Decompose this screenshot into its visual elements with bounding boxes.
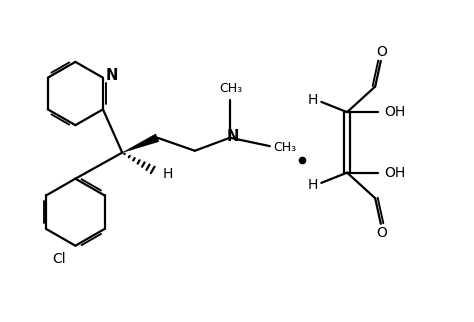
Text: CH₃: CH₃ — [219, 82, 242, 95]
Text: Cl: Cl — [52, 252, 66, 266]
Text: O: O — [376, 226, 387, 240]
Text: H: H — [308, 178, 318, 192]
Text: H: H — [308, 92, 318, 107]
Text: CH₃: CH₃ — [273, 141, 297, 155]
Text: N: N — [226, 129, 238, 144]
Text: OH: OH — [385, 166, 406, 180]
Text: H: H — [163, 166, 173, 181]
Polygon shape — [122, 134, 159, 153]
Text: OH: OH — [385, 105, 406, 119]
Text: N: N — [105, 68, 118, 83]
Text: O: O — [376, 45, 387, 59]
